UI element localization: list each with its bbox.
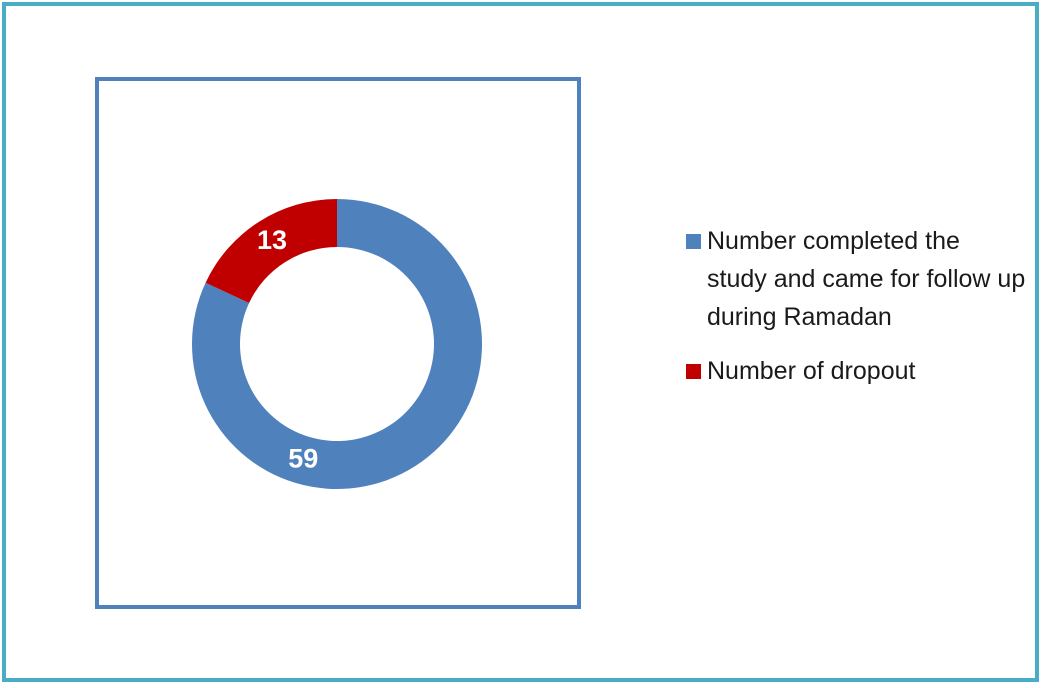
data-label-1: 13 <box>257 225 287 255</box>
donut-slice-1 <box>205 198 337 304</box>
plot-area-frame <box>95 77 581 609</box>
donut-slice-0 <box>191 199 482 489</box>
donut-slices <box>191 198 482 489</box>
legend-swatch-completed <box>686 234 701 249</box>
legend-swatch-dropout <box>686 364 701 379</box>
chart-legend: Number completed the study and came for … <box>686 222 1026 406</box>
donut-data-labels: 59 13 <box>257 225 318 473</box>
data-label-0: 59 <box>288 443 318 473</box>
legend-label-completed: Number completed the study and came for … <box>707 227 1026 331</box>
legend-label-dropout: Number of dropout <box>707 357 916 385</box>
legend-item-completed: Number completed the study and came for … <box>686 222 1026 336</box>
legend-item-dropout: Number of dropout <box>686 352 1026 390</box>
